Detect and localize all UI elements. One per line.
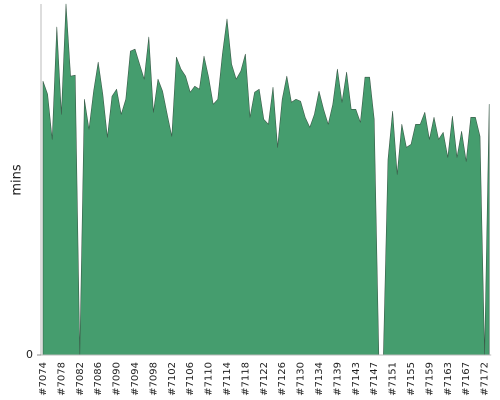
x-tick-label: #7122 bbox=[259, 362, 270, 396]
x-tick-label: #7074 bbox=[38, 362, 49, 396]
y-tick-label: 0 bbox=[26, 348, 33, 361]
x-tick-label: #7102 bbox=[167, 362, 178, 396]
x-tick-label: #7172 bbox=[480, 362, 491, 396]
x-tick-label: #7106 bbox=[185, 362, 196, 396]
x-tick-label: #7143 bbox=[351, 362, 362, 396]
x-tick-label: #7151 bbox=[388, 362, 399, 396]
x-tick-label: #7118 bbox=[240, 362, 251, 396]
x-tick-label: #7114 bbox=[222, 362, 233, 396]
x-tick-label: #7126 bbox=[277, 362, 288, 396]
x-tick-label: #7134 bbox=[314, 362, 325, 396]
x-tick-label: #7078 bbox=[56, 362, 67, 396]
x-tick-label: #7155 bbox=[406, 362, 417, 396]
x-tick-label: #7139 bbox=[332, 362, 343, 396]
x-tick-label: #7098 bbox=[148, 362, 159, 396]
x-tick-label: #7163 bbox=[443, 362, 454, 396]
x-tick-label: #7130 bbox=[296, 362, 307, 396]
x-tick-label: #7094 bbox=[130, 362, 141, 396]
y-axis-label: mins bbox=[10, 164, 25, 196]
x-tick-label: #7167 bbox=[461, 362, 472, 396]
x-tick-label: #7086 bbox=[93, 362, 104, 396]
x-tick-label: #7082 bbox=[75, 362, 86, 396]
area bbox=[42, 3, 490, 356]
x-tick-label: #7090 bbox=[112, 362, 123, 396]
x-tick-label: #7147 bbox=[369, 362, 380, 396]
x-tick-label: #7159 bbox=[424, 362, 435, 396]
x-tick-label: #7110 bbox=[204, 362, 215, 396]
